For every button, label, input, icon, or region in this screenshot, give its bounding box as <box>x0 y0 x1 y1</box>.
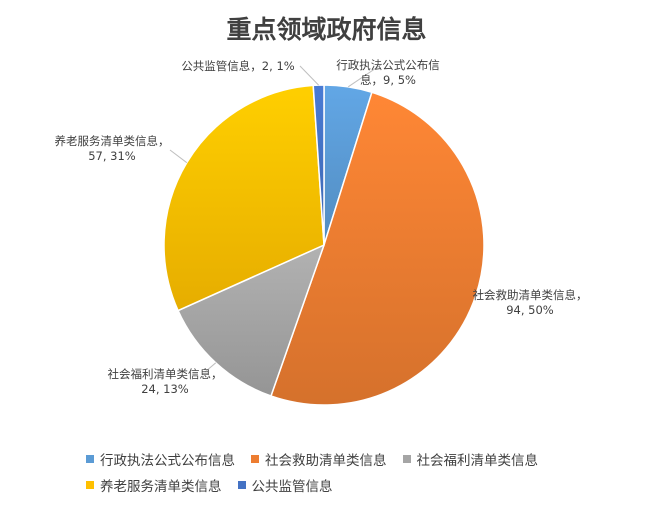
legend-item-2: 社会福利清单类信息 <box>402 449 539 469</box>
leader-line-0 <box>347 63 383 88</box>
legend-item-0: 行政执法公式公布信息 <box>86 449 235 469</box>
leader-line-2 <box>204 362 217 373</box>
slice-1 <box>270 91 485 406</box>
legend-item-1: 社会救助清单类信息 <box>251 449 387 469</box>
slice-2 <box>177 243 326 397</box>
data-label-2-line1: 社会福利清单类信息， <box>108 367 223 381</box>
data-label-2-line2: 24, 13% <box>141 382 189 396</box>
pie-chart: 行政执法公式公布信息，9, 5% 社会救助清单类信息，94, 50% 社会福利清单类… <box>55 58 588 406</box>
chart-title: 重点领域政府信息 <box>226 15 427 44</box>
data-label-1-line2: 94, 50% <box>506 303 554 317</box>
data-labels: 行政执法公式公布信息，9, 5% 社会救助清单类信息，94, 50% 社会福利清单类… <box>55 58 588 396</box>
data-label-3-line1: 养老服务清单类信息， <box>55 134 170 148</box>
legend-item-3: 养老服务清单类信息 <box>86 475 222 495</box>
leader-lines <box>169 63 489 373</box>
legend-swatch-0 <box>86 455 94 463</box>
data-label-0-line1: 行政执法公式公布信 <box>336 58 440 72</box>
leader-line-3 <box>169 149 188 164</box>
leader-line-4 <box>299 65 319 86</box>
legend-swatch-3 <box>86 481 94 489</box>
legend-item-4: 公共监管信息 <box>237 475 333 495</box>
legend-label-3: 养老服务清单类信息 <box>100 479 222 495</box>
data-label-3-line2: 57, 31% <box>88 149 136 163</box>
legend: 行政执法公式公布信息 社会救助清单类信息 社会福利清单类信息养老服务清单类信息 公共监… <box>86 449 606 495</box>
legend-label-1: 社会救助清单类信息 <box>265 453 387 469</box>
data-label-0-line2: 息，9, 5% <box>360 73 416 87</box>
legend-label-2: 社会福利清单类信息 <box>416 453 539 469</box>
data-label-1-line1: 社会救助清单类信息， <box>473 288 588 302</box>
leader-line-1 <box>475 291 489 296</box>
legend-swatch-4 <box>237 481 246 489</box>
legend-label-0: 行政执法公式公布信息 <box>100 453 235 469</box>
legend-swatch-2 <box>402 455 411 463</box>
legend-label-4: 公共监管信息 <box>251 479 333 495</box>
legend-swatch-1 <box>251 455 259 463</box>
pie-slices <box>163 84 485 406</box>
data-label-4-line1: 公共监管信息，2, 1% <box>181 59 294 73</box>
